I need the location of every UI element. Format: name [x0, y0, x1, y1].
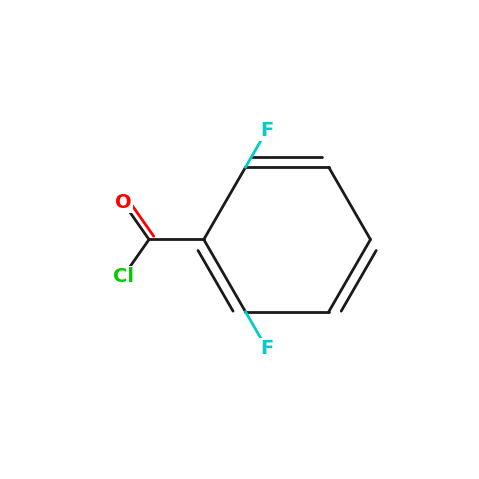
- Text: F: F: [260, 339, 274, 358]
- Text: F: F: [260, 121, 274, 140]
- Text: Cl: Cl: [113, 267, 134, 286]
- Text: O: O: [115, 193, 131, 212]
